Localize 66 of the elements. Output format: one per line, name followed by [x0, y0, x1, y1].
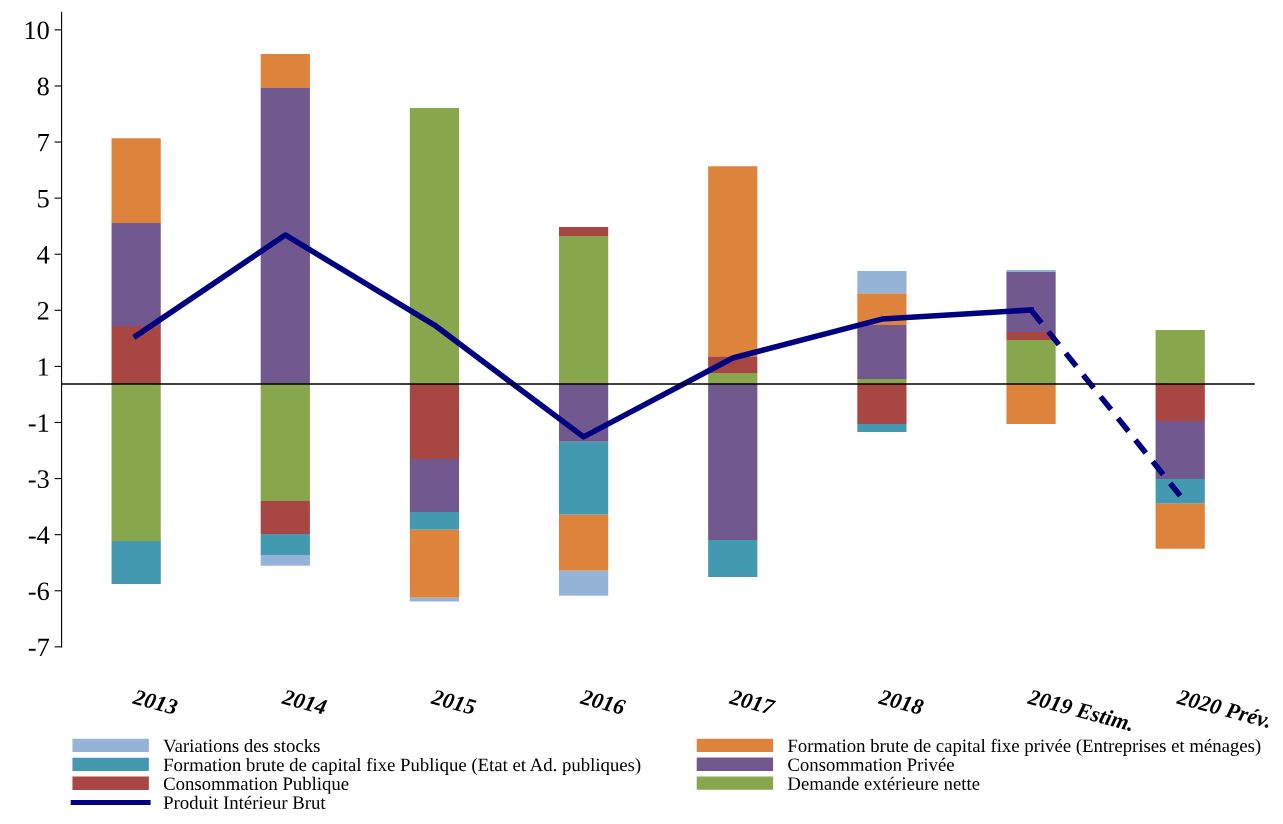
bar [111, 540, 161, 585]
bar [1155, 503, 1205, 549]
x-tick-label: 2014 [281, 689, 328, 715]
y-tick-label: -6 [28, 582, 49, 601]
bar [260, 555, 310, 566]
bar [708, 373, 758, 384]
x-tick-label: 2017 [728, 689, 777, 716]
bar [857, 423, 907, 432]
bar [708, 539, 758, 578]
x-tick-label: 2013 [131, 689, 179, 715]
bar [1155, 478, 1205, 504]
bar [409, 108, 460, 384]
bar [111, 223, 161, 327]
bar [708, 383, 758, 540]
bar [409, 458, 460, 512]
x-tick-label: 2016 [579, 689, 627, 716]
bar [1006, 270, 1056, 273]
bar [409, 383, 460, 459]
bar [857, 325, 907, 380]
legend-label: Produit Intérieur Brut [163, 795, 326, 809]
bar [111, 383, 161, 541]
bar [260, 501, 310, 534]
bar [260, 88, 310, 384]
x-tick-label: 2020 Prév. [1175, 688, 1272, 729]
legend-label: Consommation Privée [788, 757, 954, 772]
bar [559, 570, 609, 596]
bar [1155, 383, 1205, 422]
bar [1006, 272, 1056, 333]
legend-label: Variations des stocks [163, 738, 320, 753]
bar [111, 138, 161, 224]
bar [409, 597, 460, 602]
bar [559, 514, 609, 571]
y-tick-label: 1 [38, 358, 49, 376]
legend-label: Demande extérieure nette [787, 776, 980, 790]
bar [857, 271, 907, 294]
bar [1006, 340, 1056, 384]
bar [111, 326, 161, 384]
legend-label: Formation brute de capital fixe privée (Entreprises et ménages) [787, 738, 1261, 756]
legend-label: Formation brute de capital fixe Publique (Etat et Ad. publiques) [163, 757, 641, 775]
bar [559, 226, 609, 237]
bar [1006, 383, 1056, 424]
bar [409, 529, 460, 598]
bar [1155, 329, 1205, 384]
y-tick-label: -4 [28, 526, 50, 544]
y-tick-label: -7 [28, 638, 50, 656]
bar [260, 54, 310, 89]
y-tick-label: -3 [28, 470, 49, 488]
bar [260, 383, 310, 502]
y-tick-label: -1 [28, 414, 49, 432]
bar [857, 383, 907, 424]
x-tick-label: 2015 [430, 689, 477, 715]
y-tick-label: 10 [25, 21, 49, 40]
x-tick-label: 2019 Estim. [1026, 688, 1135, 732]
bar [559, 236, 609, 384]
bar [260, 533, 310, 555]
y-tick-label: 2 [37, 302, 49, 320]
bar [409, 511, 460, 530]
legend-label: Consommation Publique [163, 776, 349, 794]
bar [559, 441, 609, 515]
x-tick-label: 2018 [877, 689, 925, 716]
y-tick-label: 8 [37, 77, 49, 96]
bar [708, 166, 758, 357]
y-tick-label: 7 [38, 133, 50, 152]
y-tick-label: 4 [37, 246, 50, 264]
y-tick-label: 5 [38, 190, 49, 208]
bar [1155, 421, 1205, 479]
